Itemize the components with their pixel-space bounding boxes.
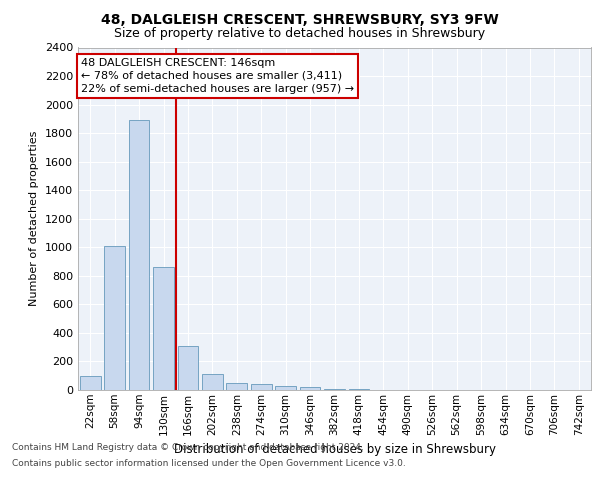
Text: Contains HM Land Registry data © Crown copyright and database right 2024.: Contains HM Land Registry data © Crown c… [12,442,364,452]
Bar [178,346,199,390]
Bar [202,374,223,390]
Bar [299,388,320,390]
Text: Size of property relative to detached houses in Shrewsbury: Size of property relative to detached ho… [115,28,485,40]
Bar [104,246,125,390]
Bar [80,376,101,390]
Bar [275,386,296,390]
Bar [226,383,247,390]
X-axis label: Distribution of detached houses by size in Shrewsbury: Distribution of detached houses by size … [173,443,496,456]
Bar [128,120,149,390]
Y-axis label: Number of detached properties: Number of detached properties [29,131,40,306]
Bar [251,384,272,390]
Bar [153,268,174,390]
Text: 48, DALGLEISH CRESCENT, SHREWSBURY, SY3 9FW: 48, DALGLEISH CRESCENT, SHREWSBURY, SY3 … [101,12,499,26]
Text: 48 DALGLEISH CRESCENT: 146sqm
← 78% of detached houses are smaller (3,411)
22% o: 48 DALGLEISH CRESCENT: 146sqm ← 78% of d… [80,58,353,94]
Text: Contains public sector information licensed under the Open Government Licence v3: Contains public sector information licen… [12,459,406,468]
Bar [324,388,345,390]
